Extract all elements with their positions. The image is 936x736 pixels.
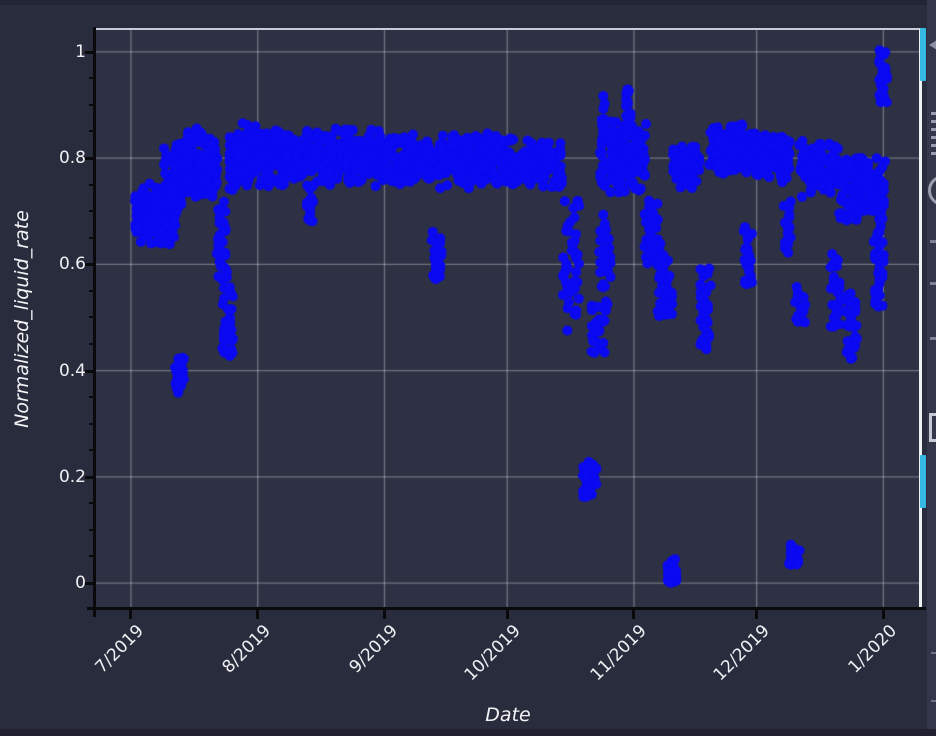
y-minor-tick-mark (89, 396, 95, 399)
x-tick-label: 10/2019 (460, 621, 525, 686)
x-tick-label: 7/2019 (91, 621, 149, 678)
plot-border-right (919, 29, 922, 607)
side-toolbar-cutoff (927, 0, 936, 736)
y-minor-tick-mark (89, 103, 95, 106)
drag-handle-icon[interactable] (931, 112, 936, 160)
y-tick-label: 0.6 (58, 254, 86, 275)
y-minor-tick-mark (89, 210, 95, 213)
plot-border-top (94, 28, 921, 30)
y-minor-tick-mark (89, 289, 95, 292)
y-tick-mark (85, 582, 95, 586)
x-tick-label: 8/2019 (218, 621, 275, 678)
window-top-edge (0, 0, 936, 5)
y-minor-tick-mark (89, 342, 95, 345)
y-minor-tick-mark (89, 502, 95, 505)
x-tick-mark (755, 608, 759, 619)
toolbar-square-icon[interactable] (929, 413, 936, 442)
x-tick-label: 12/2019 (709, 621, 774, 686)
x-tick-mark (256, 608, 260, 619)
y-minor-tick-mark (89, 422, 95, 425)
y-tick-mark (85, 475, 95, 479)
y-tick-mark (85, 50, 95, 54)
y-axis-title: Normalized_liquid_rate (11, 210, 33, 428)
toolbar-dash-icon[interactable] (930, 240, 936, 243)
toolbar-dash-icon[interactable] (931, 700, 936, 702)
chart-figure (95, 30, 921, 608)
y-tick-label: 0 (75, 573, 86, 594)
y-tick-mark (85, 263, 95, 267)
toolbar-dash-icon[interactable] (930, 282, 936, 285)
x-axis-title: Date (485, 704, 531, 726)
x-tick-label: 1/2020 (844, 621, 901, 678)
y-tick-label: 1 (75, 41, 86, 62)
y-tick-mark (85, 157, 95, 161)
scrollbar-thumb[interactable] (920, 28, 926, 81)
y-minor-tick-mark (89, 449, 95, 452)
scatter-plot-canvas[interactable] (95, 30, 921, 608)
y-minor-tick-mark (89, 316, 95, 319)
x-tick-mark (383, 608, 386, 619)
window-bottom-edge (0, 729, 936, 736)
y-tick-label: 0.8 (58, 148, 86, 169)
y-minor-tick-mark (89, 555, 95, 558)
y-minor-tick-mark (89, 183, 95, 186)
y-minor-tick-mark (89, 130, 95, 133)
x-tick-mark (505, 608, 509, 619)
x-tick-mark (632, 608, 636, 619)
y-minor-tick-mark (89, 236, 95, 239)
y-tick-label: 0.2 (58, 466, 86, 487)
y-minor-tick-mark (89, 528, 95, 531)
toolbar-dash-icon[interactable] (931, 652, 936, 654)
x-tick-label: 9/2019 (345, 621, 402, 678)
x-tick-mark (129, 608, 133, 619)
collapse-arrow-icon[interactable] (929, 40, 936, 50)
x-tick-label: 11/2019 (587, 621, 652, 686)
x-tick-mark (881, 608, 885, 619)
toolbar-dash-icon[interactable] (930, 337, 936, 340)
y-minor-tick-mark (89, 77, 95, 80)
y-axis-spine (93, 27, 96, 617)
scrollbar-thumb[interactable] (920, 455, 926, 508)
y-tick-mark (85, 369, 95, 373)
y-tick-label: 0.4 (58, 360, 86, 381)
